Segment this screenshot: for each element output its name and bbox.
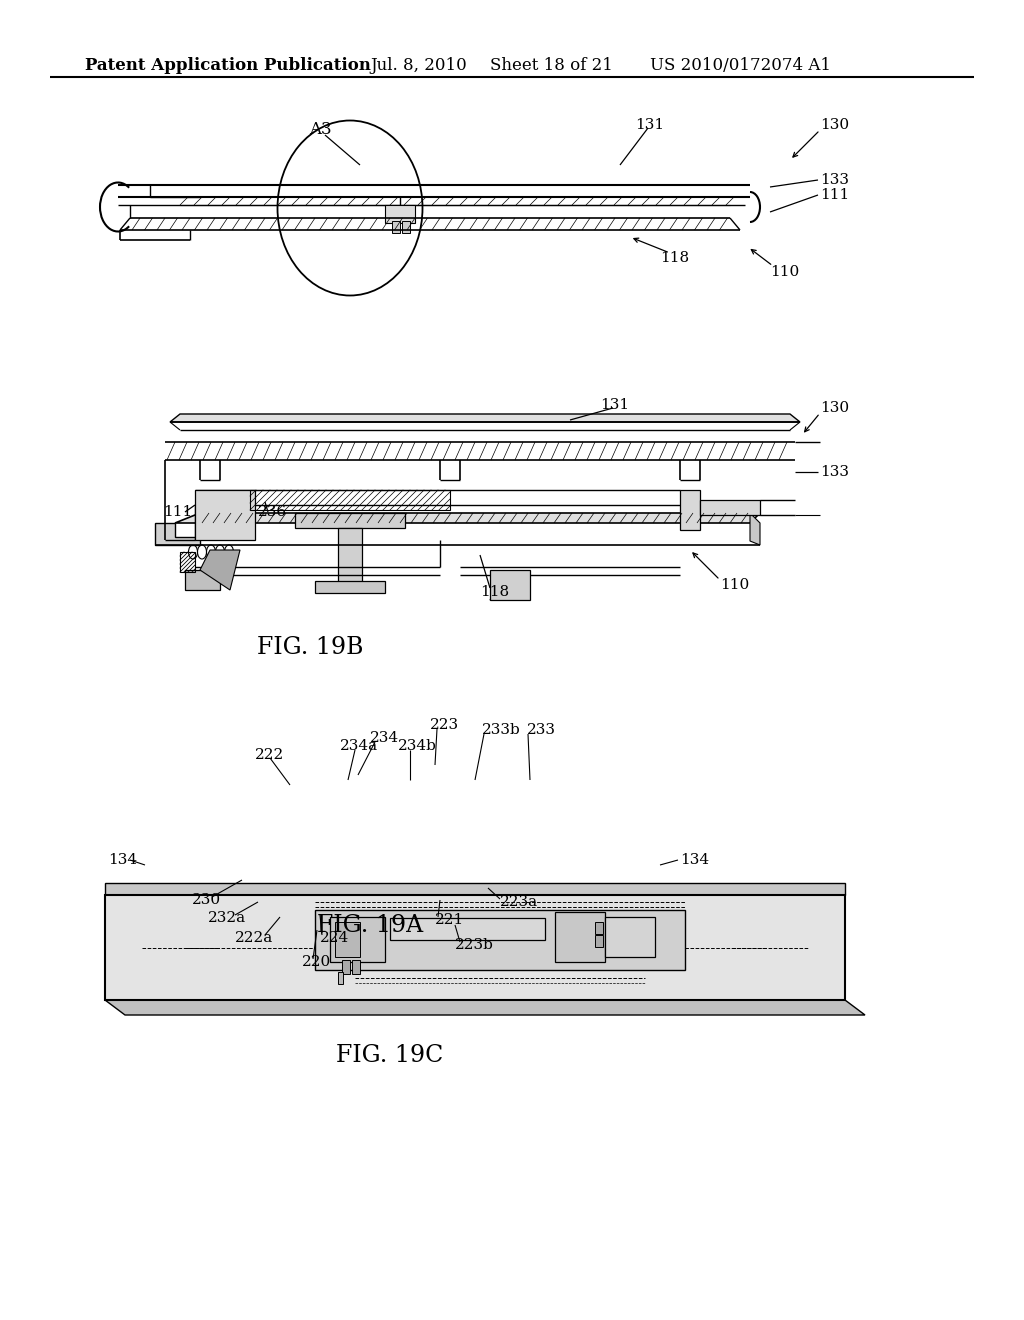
Text: FIG. 19A: FIG. 19A bbox=[317, 913, 423, 936]
Text: 232a: 232a bbox=[208, 911, 246, 925]
Text: 111: 111 bbox=[820, 187, 849, 202]
Text: FIG. 19C: FIG. 19C bbox=[336, 1044, 443, 1067]
Bar bbox=[195, 490, 255, 540]
Bar bbox=[315, 909, 685, 970]
Bar bbox=[390, 917, 545, 940]
Bar bbox=[250, 490, 450, 510]
Bar bbox=[402, 220, 410, 234]
Text: 223a: 223a bbox=[500, 895, 539, 909]
Text: 110: 110 bbox=[770, 265, 800, 279]
Polygon shape bbox=[560, 921, 590, 957]
Bar bbox=[555, 912, 605, 962]
Ellipse shape bbox=[169, 936, 191, 961]
Bar bbox=[605, 917, 655, 957]
Text: 234: 234 bbox=[370, 731, 399, 744]
Text: 234a: 234a bbox=[340, 739, 378, 752]
Bar bbox=[330, 917, 385, 962]
Text: 220: 220 bbox=[302, 954, 331, 969]
Bar bbox=[105, 895, 845, 1001]
Text: 222: 222 bbox=[255, 748, 285, 762]
Polygon shape bbox=[175, 513, 760, 523]
Bar bbox=[180, 552, 195, 572]
Text: 133: 133 bbox=[820, 173, 849, 187]
Bar bbox=[700, 500, 760, 515]
Text: 134: 134 bbox=[108, 853, 137, 867]
Polygon shape bbox=[750, 513, 760, 545]
Bar bbox=[680, 490, 700, 531]
Text: 133: 133 bbox=[820, 465, 849, 479]
Text: 111: 111 bbox=[163, 506, 193, 519]
Text: 118: 118 bbox=[480, 585, 509, 599]
Ellipse shape bbox=[735, 908, 805, 987]
Bar bbox=[338, 972, 343, 983]
Text: 130: 130 bbox=[820, 117, 849, 132]
Text: 118: 118 bbox=[660, 251, 689, 265]
Text: 131: 131 bbox=[635, 117, 665, 132]
Polygon shape bbox=[200, 550, 240, 590]
Ellipse shape bbox=[155, 920, 205, 977]
Polygon shape bbox=[105, 1001, 865, 1015]
Text: 134: 134 bbox=[680, 853, 710, 867]
Text: A3: A3 bbox=[308, 121, 332, 139]
Text: Patent Application Publication: Patent Application Publication bbox=[85, 57, 371, 74]
Ellipse shape bbox=[759, 936, 781, 961]
Text: 224: 224 bbox=[319, 931, 349, 945]
Text: 222a: 222a bbox=[234, 931, 273, 945]
Bar bbox=[185, 570, 220, 590]
Bar bbox=[490, 570, 530, 601]
Text: Jul. 8, 2010: Jul. 8, 2010 bbox=[370, 57, 467, 74]
Text: 236: 236 bbox=[258, 506, 287, 519]
Bar bbox=[295, 513, 406, 528]
Text: 230: 230 bbox=[193, 894, 221, 907]
Text: Sheet 18 of 21: Sheet 18 of 21 bbox=[490, 57, 613, 74]
Text: 233b: 233b bbox=[482, 723, 521, 737]
Ellipse shape bbox=[745, 920, 795, 977]
Text: FIG. 19B: FIG. 19B bbox=[257, 636, 364, 660]
Bar bbox=[342, 960, 350, 974]
Text: US 2010/0172074 A1: US 2010/0172074 A1 bbox=[650, 57, 831, 74]
Text: 234b: 234b bbox=[398, 739, 437, 752]
Polygon shape bbox=[170, 414, 800, 422]
Polygon shape bbox=[155, 523, 200, 545]
Text: 110: 110 bbox=[720, 578, 750, 591]
Bar bbox=[595, 921, 603, 935]
Ellipse shape bbox=[145, 908, 215, 987]
Text: 223: 223 bbox=[430, 718, 459, 733]
Text: 130: 130 bbox=[820, 401, 849, 414]
Bar bbox=[338, 528, 362, 583]
Bar bbox=[392, 220, 400, 234]
Bar bbox=[335, 921, 360, 957]
Bar bbox=[315, 581, 385, 593]
Text: 233: 233 bbox=[527, 723, 556, 737]
Polygon shape bbox=[490, 585, 510, 601]
Bar bbox=[352, 960, 360, 974]
Polygon shape bbox=[105, 883, 845, 895]
Bar bbox=[385, 205, 415, 223]
Bar bbox=[595, 935, 603, 946]
Text: 221: 221 bbox=[435, 913, 464, 927]
Text: 223b: 223b bbox=[455, 939, 494, 952]
Text: 131: 131 bbox=[600, 399, 629, 412]
